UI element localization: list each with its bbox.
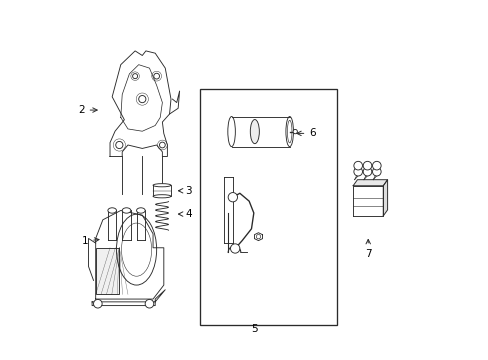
Bar bbox=[96, 248, 119, 294]
Text: 4: 4 bbox=[178, 209, 192, 219]
Circle shape bbox=[256, 234, 260, 239]
Ellipse shape bbox=[136, 208, 145, 213]
Ellipse shape bbox=[153, 184, 171, 187]
Ellipse shape bbox=[227, 117, 235, 147]
Ellipse shape bbox=[287, 120, 291, 143]
Text: 6: 6 bbox=[296, 129, 315, 138]
Bar bbox=[153, 185, 171, 196]
Circle shape bbox=[228, 193, 237, 202]
Circle shape bbox=[93, 300, 102, 308]
Ellipse shape bbox=[153, 195, 171, 198]
Text: 5: 5 bbox=[251, 324, 257, 334]
Text: 2: 2 bbox=[78, 105, 97, 115]
Ellipse shape bbox=[285, 117, 293, 147]
Circle shape bbox=[353, 167, 362, 176]
Text: 3: 3 bbox=[178, 186, 192, 196]
Ellipse shape bbox=[122, 208, 131, 213]
Polygon shape bbox=[110, 51, 171, 157]
Circle shape bbox=[292, 130, 297, 134]
Polygon shape bbox=[96, 211, 163, 299]
Polygon shape bbox=[352, 186, 383, 216]
Bar bbox=[199, 89, 336, 325]
Circle shape bbox=[363, 167, 371, 176]
Polygon shape bbox=[254, 233, 262, 240]
Circle shape bbox=[363, 161, 371, 170]
Circle shape bbox=[353, 161, 362, 170]
Ellipse shape bbox=[108, 208, 116, 213]
Circle shape bbox=[372, 161, 380, 170]
Circle shape bbox=[230, 244, 239, 253]
Ellipse shape bbox=[250, 120, 259, 144]
Polygon shape bbox=[352, 180, 387, 186]
Text: 1: 1 bbox=[81, 236, 99, 246]
Polygon shape bbox=[383, 180, 387, 216]
Circle shape bbox=[372, 167, 380, 176]
Text: 7: 7 bbox=[364, 239, 371, 258]
Circle shape bbox=[145, 300, 153, 308]
